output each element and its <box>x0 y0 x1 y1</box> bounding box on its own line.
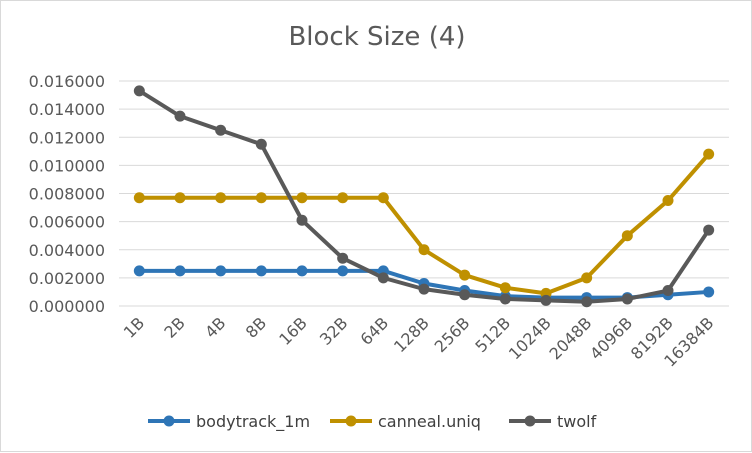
data-point <box>703 286 715 298</box>
legend-marker <box>524 415 536 427</box>
legend-label: twolf <box>557 412 597 431</box>
series-lines <box>133 85 715 308</box>
data-point <box>215 265 227 277</box>
y-tick-label: 0.010000 <box>29 156 105 175</box>
data-point <box>215 192 227 204</box>
y-tick-label: 0.014000 <box>29 100 105 119</box>
data-point <box>215 124 227 136</box>
data-point <box>296 265 308 277</box>
data-point <box>255 265 267 277</box>
data-point <box>255 138 267 150</box>
x-tick-label: 32B <box>316 313 352 349</box>
data-point <box>337 192 349 204</box>
x-tick-label: 1024B <box>505 313 555 363</box>
x-tick-label: 256B <box>431 313 474 356</box>
x-tick-label: 4096B <box>586 313 636 363</box>
data-point <box>459 289 471 301</box>
data-point <box>418 283 430 295</box>
data-point <box>499 293 511 305</box>
data-point <box>499 282 511 294</box>
y-axis-ticks: 0.000000 0.002000 0.004000 0.006000 0.008000… <box>29 72 105 316</box>
data-point <box>703 148 715 160</box>
data-point <box>418 244 430 256</box>
x-tick-label: 4B <box>201 313 229 341</box>
data-point <box>377 272 389 284</box>
data-point <box>662 285 674 297</box>
data-point <box>540 294 552 306</box>
y-tick-label: 0.008000 <box>29 185 105 204</box>
data-point <box>133 85 145 97</box>
data-point <box>337 252 349 264</box>
legend-label: canneal.uniq <box>378 412 481 431</box>
data-point <box>662 195 674 207</box>
y-tick-label: 0.006000 <box>29 213 105 232</box>
data-point <box>296 214 308 226</box>
legend-item-twolf[interactable]: twolf <box>509 412 597 431</box>
x-axis-ticks: 1B 2B 4B 8B 16B 32B 64B128B256B512B1024B2048B4… <box>120 313 718 370</box>
y-tick-label: 0.002000 <box>29 269 105 288</box>
data-point <box>703 224 715 236</box>
data-point <box>581 272 593 284</box>
series-twolf <box>133 85 715 308</box>
legend-label: bodytrack_1m <box>196 412 310 432</box>
data-point <box>337 265 349 277</box>
x-tick-label: 8B <box>242 313 270 341</box>
y-tick-label: 0.016000 <box>29 72 105 91</box>
data-point <box>133 192 145 204</box>
data-point <box>621 230 633 242</box>
data-point <box>296 192 308 204</box>
data-point <box>174 110 186 122</box>
legend-item-bodytrack_1m[interactable]: bodytrack_1m <box>148 412 310 432</box>
legend[interactable]: bodytrack_1m canneal.uniq twolf <box>148 412 597 432</box>
x-tick-label: 16B <box>275 313 311 349</box>
y-tick-label: 0.004000 <box>29 241 105 260</box>
legend-item-canneal.uniq[interactable]: canneal.uniq <box>330 412 481 431</box>
legend-marker <box>345 415 357 427</box>
data-point <box>174 265 186 277</box>
data-point <box>255 192 267 204</box>
x-tick-label: 2B <box>160 313 188 341</box>
x-tick-label: 64B <box>357 313 393 349</box>
x-tick-label: 2048B <box>546 313 596 363</box>
data-point <box>377 192 389 204</box>
legend-marker <box>163 415 175 427</box>
data-point <box>133 265 145 277</box>
y-tick-label: 0.000000 <box>29 297 105 316</box>
series-canneal.uniq <box>133 148 715 299</box>
x-tick-label: 128B <box>390 313 433 356</box>
data-point <box>459 269 471 281</box>
x-tick-label: 1B <box>120 313 148 341</box>
chart-title: Block Size (4) <box>288 22 465 52</box>
y-tick-label: 0.012000 <box>29 128 105 147</box>
data-point <box>621 293 633 305</box>
data-point <box>581 296 593 308</box>
data-point <box>174 192 186 204</box>
